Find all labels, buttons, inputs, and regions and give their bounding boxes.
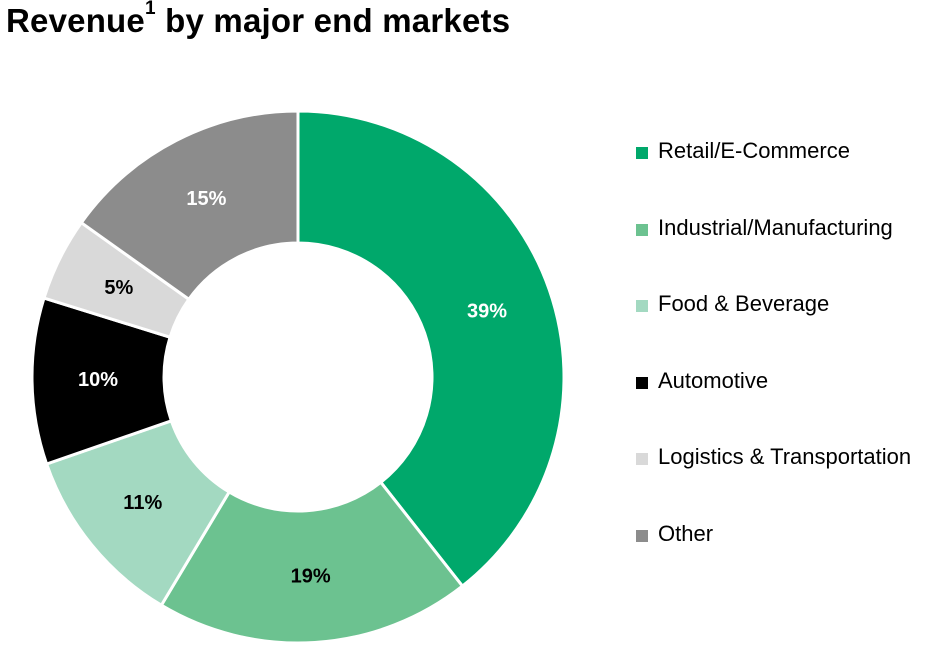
title-main: Revenue [6,2,145,39]
data-label-logistics-transportation: 5% [104,277,133,299]
data-label-retail-e-commerce: 39% [467,301,507,323]
slice-other [79,109,300,302]
legend-item-industrial-manufacturing: Industrial/Manufacturing [636,215,911,292]
legend-label: Other [658,520,714,546]
data-label-automotive: 10% [78,369,118,391]
legend-item-other: Other [636,521,911,598]
legend-label: Industrial/Manufacturing [658,214,893,240]
legend-swatch [636,223,648,236]
chart-title: Revenue1 by major end markets [6,0,511,40]
title-footnote-marker: 1 [144,0,156,19]
legend-swatch [636,529,648,542]
data-label-other: 15% [186,188,226,210]
legend-item-retail-e-commerce: Retail/E-Commerce [636,138,911,215]
slice-retail-e-commerce [296,109,566,589]
data-label-food-beverage: 11% [123,492,162,514]
legend-label: Retail/E-Commerce [658,138,850,163]
data-label-industrial-manufacturing: 19% [291,566,331,588]
legend-label: Automotive [658,367,769,393]
chart-legend: Retail/E-Commerce Industrial/Manufacturin… [636,138,911,597]
legend-item-automotive: Automotive [636,368,911,445]
legend-swatch [636,147,648,159]
legend-label: Logistics & Transportation [658,444,912,469]
legend-swatch [636,453,648,465]
legend-item-food-beverage: Food & Beverage [636,291,911,368]
legend-item-logistics-transportation: Logistics & Transportation [636,444,911,521]
title-rest: by major end markets [155,2,511,39]
legend-swatch [636,300,648,312]
legend-swatch [636,376,648,389]
legend-label: Food & Beverage [658,291,830,316]
slice-industrial-manufacturing [159,480,465,645]
